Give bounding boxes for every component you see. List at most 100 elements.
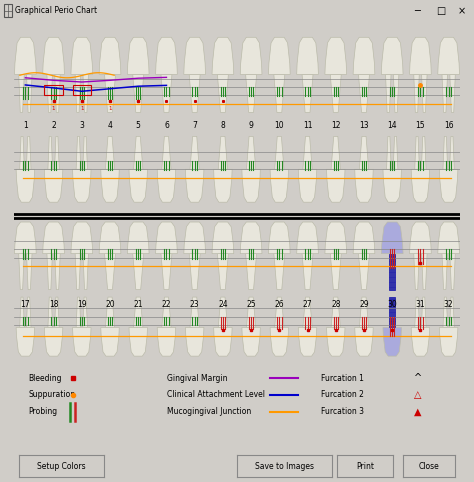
Polygon shape xyxy=(18,74,24,112)
Polygon shape xyxy=(73,169,91,202)
Text: 25: 25 xyxy=(246,300,256,309)
Polygon shape xyxy=(101,169,119,202)
Polygon shape xyxy=(105,297,115,327)
Polygon shape xyxy=(48,136,53,169)
Polygon shape xyxy=(325,222,346,254)
Polygon shape xyxy=(246,297,256,327)
Polygon shape xyxy=(185,327,204,356)
Polygon shape xyxy=(383,327,401,356)
Text: 6: 6 xyxy=(164,120,169,130)
Text: Graphical Perio Chart: Graphical Perio Chart xyxy=(15,6,97,15)
Polygon shape xyxy=(355,327,373,356)
Polygon shape xyxy=(71,37,92,74)
Polygon shape xyxy=(439,169,458,202)
Bar xyxy=(73,85,91,94)
Polygon shape xyxy=(16,169,35,202)
Polygon shape xyxy=(76,297,81,327)
Polygon shape xyxy=(214,169,232,202)
Polygon shape xyxy=(189,254,200,290)
Polygon shape xyxy=(101,327,119,356)
Polygon shape xyxy=(274,297,284,327)
Polygon shape xyxy=(105,254,116,290)
Polygon shape xyxy=(83,136,87,169)
Polygon shape xyxy=(442,74,447,112)
Text: Furcation 3: Furcation 3 xyxy=(320,407,364,416)
Bar xyxy=(45,85,63,94)
Polygon shape xyxy=(270,327,289,356)
Text: Clinical Attachment Level: Clinical Attachment Level xyxy=(167,390,265,400)
Polygon shape xyxy=(75,74,81,112)
Polygon shape xyxy=(303,136,312,169)
Polygon shape xyxy=(393,136,398,169)
Polygon shape xyxy=(450,74,456,112)
Polygon shape xyxy=(421,297,426,327)
Text: 1: 1 xyxy=(23,120,28,130)
Polygon shape xyxy=(43,37,64,74)
Polygon shape xyxy=(414,74,419,112)
Polygon shape xyxy=(83,297,87,327)
Polygon shape xyxy=(242,169,260,202)
Polygon shape xyxy=(359,297,369,327)
Text: Setup Colors: Setup Colors xyxy=(37,462,86,471)
Text: 18: 18 xyxy=(49,300,58,309)
Polygon shape xyxy=(162,136,171,169)
Text: Save to Images: Save to Images xyxy=(255,462,314,471)
Polygon shape xyxy=(246,254,256,290)
Text: ×: × xyxy=(458,6,466,16)
Polygon shape xyxy=(27,254,32,290)
Polygon shape xyxy=(55,74,60,112)
Polygon shape xyxy=(45,327,63,356)
Polygon shape xyxy=(218,297,228,327)
Polygon shape xyxy=(218,254,228,290)
Polygon shape xyxy=(421,136,426,169)
Polygon shape xyxy=(302,74,313,112)
Text: 22: 22 xyxy=(162,300,171,309)
Polygon shape xyxy=(450,254,456,290)
Polygon shape xyxy=(20,297,24,327)
Polygon shape xyxy=(155,222,177,254)
Text: Gingival Margin: Gingival Margin xyxy=(167,374,228,383)
Text: 26: 26 xyxy=(274,300,284,309)
Polygon shape xyxy=(27,297,31,327)
Polygon shape xyxy=(184,37,206,74)
Text: Mucogingival Junction: Mucogingival Junction xyxy=(167,407,252,416)
Polygon shape xyxy=(128,37,149,74)
Polygon shape xyxy=(274,74,285,112)
Polygon shape xyxy=(155,37,177,74)
Polygon shape xyxy=(270,169,289,202)
Text: △: △ xyxy=(414,390,422,400)
Polygon shape xyxy=(415,136,419,169)
Polygon shape xyxy=(162,297,171,327)
Polygon shape xyxy=(161,74,172,112)
Polygon shape xyxy=(331,297,340,327)
Bar xyxy=(390,297,395,327)
Polygon shape xyxy=(43,222,64,254)
Polygon shape xyxy=(387,136,391,169)
Polygon shape xyxy=(411,327,429,356)
Text: 16: 16 xyxy=(444,120,454,130)
Polygon shape xyxy=(297,37,319,74)
Polygon shape xyxy=(438,222,459,254)
Polygon shape xyxy=(385,74,391,112)
Polygon shape xyxy=(128,222,149,254)
Text: 31: 31 xyxy=(416,300,425,309)
Text: □: □ xyxy=(436,6,446,16)
Text: 21: 21 xyxy=(134,300,143,309)
Text: 27: 27 xyxy=(303,300,312,309)
Polygon shape xyxy=(410,222,431,254)
Polygon shape xyxy=(382,222,403,254)
Polygon shape xyxy=(414,254,419,290)
Text: 1: 1 xyxy=(52,107,55,111)
Polygon shape xyxy=(47,254,53,290)
Text: 24: 24 xyxy=(218,300,228,309)
Polygon shape xyxy=(274,254,285,290)
Polygon shape xyxy=(240,222,262,254)
Polygon shape xyxy=(415,297,419,327)
Polygon shape xyxy=(439,327,458,356)
Polygon shape xyxy=(83,254,89,290)
Polygon shape xyxy=(16,327,35,356)
Text: 13: 13 xyxy=(359,120,369,130)
Polygon shape xyxy=(75,254,81,290)
Text: 29: 29 xyxy=(359,300,369,309)
Polygon shape xyxy=(27,74,32,112)
